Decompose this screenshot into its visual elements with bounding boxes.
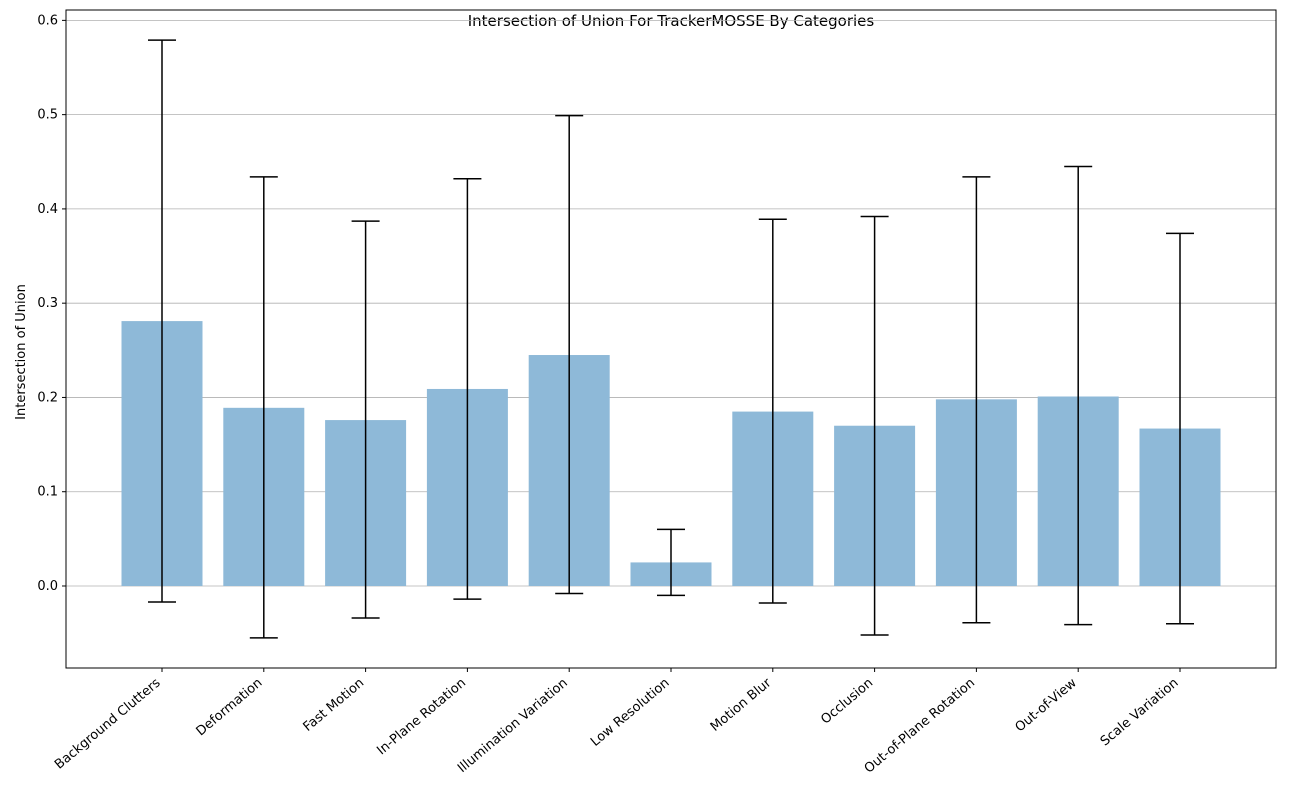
y-axis-label: Intersection of Union <box>14 284 29 420</box>
y-tick-label: 0.6 <box>37 13 58 28</box>
y-tick-label: 0.1 <box>37 485 58 500</box>
x-tick-label: Out-of-Plane Rotation <box>862 676 978 777</box>
y-tick-label: 0.5 <box>37 108 58 123</box>
x-tick-label: Deformation <box>194 676 266 740</box>
y-tick-label: 0.0 <box>37 579 58 594</box>
x-tick-label: Background Clutters <box>52 675 164 772</box>
y-tick-label: 0.2 <box>37 390 58 405</box>
x-tick-label: Occlusion <box>818 676 876 728</box>
y-tick-label: 0.4 <box>37 202 58 217</box>
y-axis-ticks: 0.0 0.1 0.2 0.3 0.4 0.5 0.6 <box>37 13 66 594</box>
x-tick-label: In-Plane Rotation <box>374 676 469 759</box>
x-tick-label: Scale Variation <box>1098 676 1182 750</box>
x-tick-label: Motion Blur <box>708 675 775 735</box>
chart-title: Intersection of Union For TrackerMOSSE B… <box>468 12 875 30</box>
x-tick-label: Fast Motion <box>301 676 368 735</box>
y-tick-label: 0.3 <box>37 296 58 311</box>
x-tick-label: Illumination Variation <box>455 676 571 777</box>
x-tick-label: Out-of-View <box>1013 675 1080 735</box>
error-bars <box>148 39 1194 639</box>
x-tick-label: Low Resolution <box>588 676 672 750</box>
x-axis-ticks: Background Clutters Deformation Fast Motio… <box>52 668 1182 777</box>
